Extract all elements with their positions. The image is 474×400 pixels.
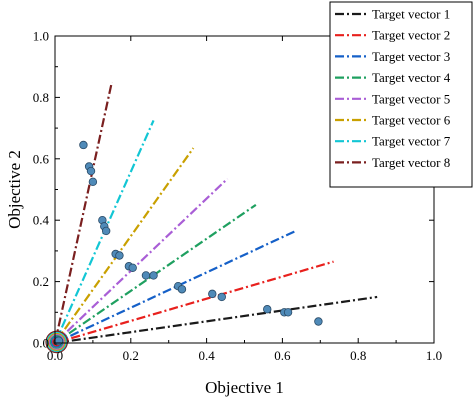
x-tick-label: 0.4 [198, 348, 215, 363]
data-point [86, 166, 96, 176]
origin-arc [45, 330, 68, 354]
plot-area [45, 81, 378, 354]
origin-arc [49, 335, 64, 349]
data-point [79, 140, 88, 150]
data-point [263, 305, 272, 314]
y-tick-label: 0.8 [33, 90, 49, 105]
x-axis-title: Objective 1 [205, 378, 284, 397]
legend-label-5: Target vector 5 [372, 91, 450, 106]
y-tick-label: 0.2 [33, 274, 49, 289]
data-point [141, 271, 151, 280]
legend-label-6: Target vector 6 [372, 113, 451, 128]
y-axis-title: Objective 2 [5, 150, 24, 229]
x-tick-label: 0.0 [47, 348, 63, 363]
origin-arc [46, 331, 67, 353]
target-vector-6-line [54, 147, 195, 344]
x-tick-label: 0.8 [350, 348, 366, 363]
legend-label-7: Target vector 7 [372, 134, 451, 149]
data-point [101, 226, 111, 236]
y-tick-label: 1.0 [33, 29, 49, 44]
data-point [115, 251, 124, 260]
data-point [177, 285, 187, 294]
data-point [217, 292, 226, 302]
legend-box [329, 1, 473, 188]
legend-label-4: Target vector 4 [372, 70, 451, 85]
y-tick-label: 0.6 [33, 151, 50, 166]
legend-label-1: Target vector 1 [372, 7, 450, 22]
x-tick-label: 1.0 [426, 348, 442, 363]
data-point [88, 177, 98, 187]
data-point [283, 308, 293, 317]
legend-label-3: Target vector 3 [372, 49, 450, 64]
x-tick-label: 0.2 [123, 348, 139, 363]
data-point [128, 263, 137, 272]
target-vector-2-line [54, 260, 334, 345]
y-tick-label: 0.4 [33, 213, 50, 228]
y-tick-label: 0.0 [33, 336, 49, 351]
data-point [149, 271, 158, 280]
x-tick-label: 0.6 [274, 348, 291, 363]
axes: 0.00.0 0.2 0.2 0.4 0.4 0.6 0.6 0.8 0.8 1.0 1.0 Obje… [5, 29, 442, 398]
origin-point [54, 336, 64, 346]
origin-arc [48, 333, 65, 350]
legend-label-2: Target vector 2 [372, 28, 450, 43]
legend-label-8: Target vector 8 [372, 155, 450, 170]
target-vector-5-line [54, 177, 229, 344]
origin-arc [47, 332, 66, 352]
legend: Target vector 1 Target vector 2 Target vec… [329, 1, 473, 188]
data-point [314, 317, 323, 326]
target-vector-8-line [53, 81, 113, 344]
data-point [208, 289, 217, 299]
target-vector-1-line [54, 295, 378, 345]
